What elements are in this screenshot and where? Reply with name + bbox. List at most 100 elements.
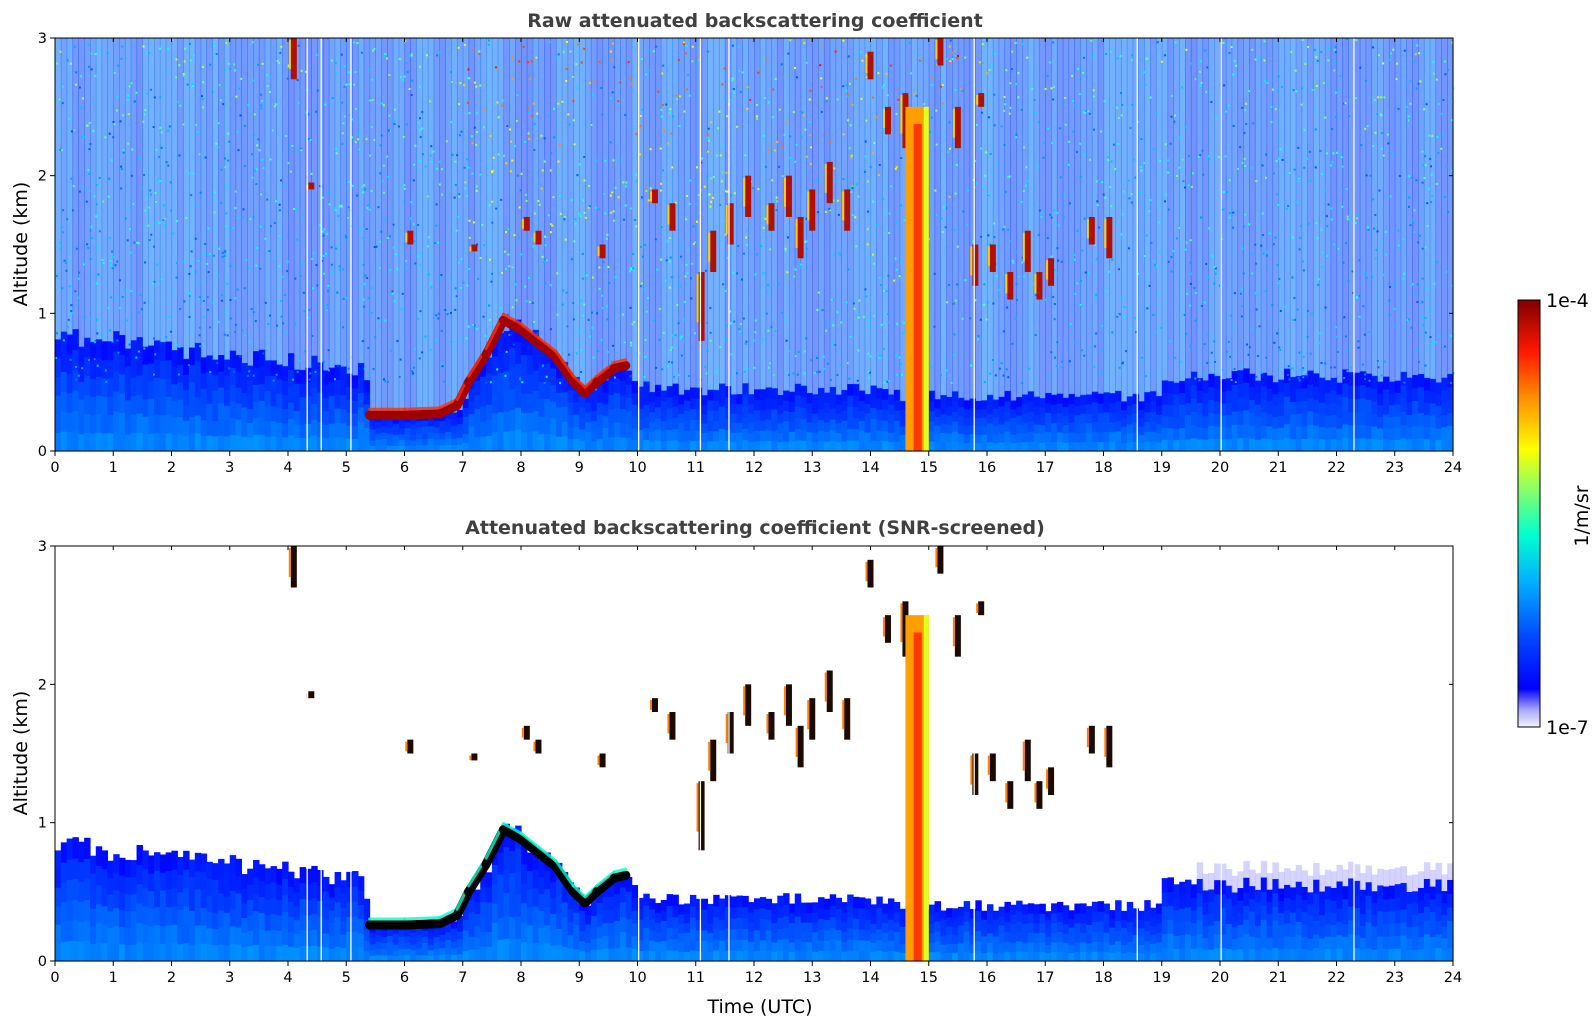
aerosol-band bbox=[1406, 414, 1413, 428]
noise-speck bbox=[1081, 304, 1084, 307]
aerosol-band bbox=[276, 364, 283, 380]
aerosol-band bbox=[1237, 424, 1244, 439]
noise-speck bbox=[1412, 218, 1415, 221]
cloud-patch bbox=[937, 38, 944, 66]
aerosol-band bbox=[229, 872, 237, 891]
noise-speck bbox=[850, 156, 853, 159]
noise-speck bbox=[226, 334, 229, 337]
noise-speck bbox=[588, 184, 591, 187]
noise-speck bbox=[137, 242, 140, 245]
cloud-patch-edge bbox=[696, 274, 699, 323]
aerosol-band bbox=[299, 867, 307, 884]
aerosol-band bbox=[660, 390, 668, 402]
aerosol-band bbox=[532, 410, 540, 432]
aerosol-band bbox=[1056, 403, 1064, 414]
noise-speck bbox=[775, 209, 778, 212]
noise-speck bbox=[1445, 270, 1448, 273]
noise-speck bbox=[1291, 236, 1294, 239]
cloud-patch bbox=[1007, 272, 1014, 300]
aerosol-band bbox=[1295, 375, 1303, 390]
aerosol-band bbox=[998, 432, 1006, 443]
aerosol-band bbox=[666, 418, 674, 430]
aerosol-band bbox=[392, 949, 400, 957]
noise-speck bbox=[521, 381, 524, 384]
aerosol-band bbox=[893, 420, 901, 432]
aerosol-band bbox=[171, 942, 178, 962]
cloud-patch bbox=[523, 216, 530, 231]
aerosol-band bbox=[585, 421, 592, 433]
noise-speck bbox=[363, 184, 366, 187]
aerosol-band bbox=[1027, 431, 1035, 442]
noise-speck bbox=[572, 119, 575, 122]
aerosol-band bbox=[957, 397, 965, 408]
aerosol-band bbox=[288, 434, 295, 452]
noise-speck bbox=[339, 268, 342, 271]
noise-speck bbox=[403, 200, 406, 203]
noise-speck bbox=[287, 162, 290, 165]
noise-speck bbox=[1226, 191, 1229, 194]
aerosol-band bbox=[707, 430, 714, 442]
noise-speck bbox=[1111, 258, 1114, 261]
noise-speck bbox=[1362, 363, 1365, 366]
aerosol-band bbox=[223, 435, 231, 452]
noise-speck bbox=[1288, 378, 1291, 381]
aerosol-band bbox=[468, 924, 475, 938]
noise-speck bbox=[633, 266, 636, 269]
noise-band bbox=[1132, 38, 1140, 395]
noise-speck bbox=[1184, 186, 1187, 189]
noise-band bbox=[427, 38, 435, 414]
noise-speck bbox=[438, 183, 441, 186]
noise-speck bbox=[1430, 201, 1433, 204]
aerosol-band bbox=[771, 419, 778, 431]
aerosol-band bbox=[177, 909, 184, 927]
aerosol-band bbox=[456, 423, 464, 432]
aerosol-band bbox=[1278, 403, 1285, 416]
noise-speck bbox=[307, 316, 310, 319]
aerosol-band bbox=[1301, 400, 1308, 414]
noise-speck bbox=[685, 195, 688, 198]
aerosol-band bbox=[1243, 368, 1250, 383]
noise-speck bbox=[425, 54, 428, 57]
noise-speck bbox=[948, 121, 951, 124]
noise-band bbox=[707, 38, 714, 391]
noise-speck bbox=[393, 108, 396, 111]
noise-speck bbox=[984, 174, 987, 177]
noise-speck bbox=[604, 159, 607, 162]
noise-speck bbox=[58, 130, 61, 133]
noise-speck bbox=[683, 318, 686, 321]
noise-speck bbox=[737, 45, 740, 48]
noise-speck bbox=[294, 277, 297, 280]
aerosol-band bbox=[987, 441, 994, 452]
noise-speck bbox=[719, 203, 722, 206]
noise-speck bbox=[419, 65, 422, 68]
aerosol-band bbox=[544, 381, 551, 400]
noise-speck bbox=[62, 209, 65, 212]
aerosol-band bbox=[334, 872, 342, 888]
aerosol-band bbox=[952, 391, 959, 402]
aerosol-band bbox=[357, 377, 365, 393]
noise-speck bbox=[1130, 54, 1133, 57]
aerosol-band bbox=[322, 946, 330, 962]
aerosol-band bbox=[1441, 438, 1448, 452]
noise-speck bbox=[247, 103, 250, 106]
aerosol-band bbox=[1062, 433, 1070, 443]
noise-speck bbox=[845, 84, 848, 87]
aerosol-band bbox=[410, 434, 417, 441]
noise-speck bbox=[305, 262, 308, 265]
noise-speck bbox=[120, 165, 123, 168]
noise-speck bbox=[709, 205, 712, 208]
noise-speck bbox=[543, 137, 546, 140]
aerosol-band bbox=[142, 942, 149, 962]
aerosol-band bbox=[596, 389, 604, 403]
aerosol-band bbox=[748, 403, 755, 414]
noise-speck bbox=[383, 378, 386, 381]
aerosol-band bbox=[218, 926, 225, 945]
noise-band bbox=[1068, 38, 1075, 395]
noise-speck bbox=[234, 331, 237, 334]
noise-band bbox=[328, 38, 336, 369]
noise-speck bbox=[832, 253, 835, 256]
noise-speck bbox=[548, 115, 551, 118]
x-tick-label: 0 bbox=[50, 460, 59, 476]
aerosol-band bbox=[1196, 378, 1204, 391]
noise-speck bbox=[867, 325, 870, 328]
